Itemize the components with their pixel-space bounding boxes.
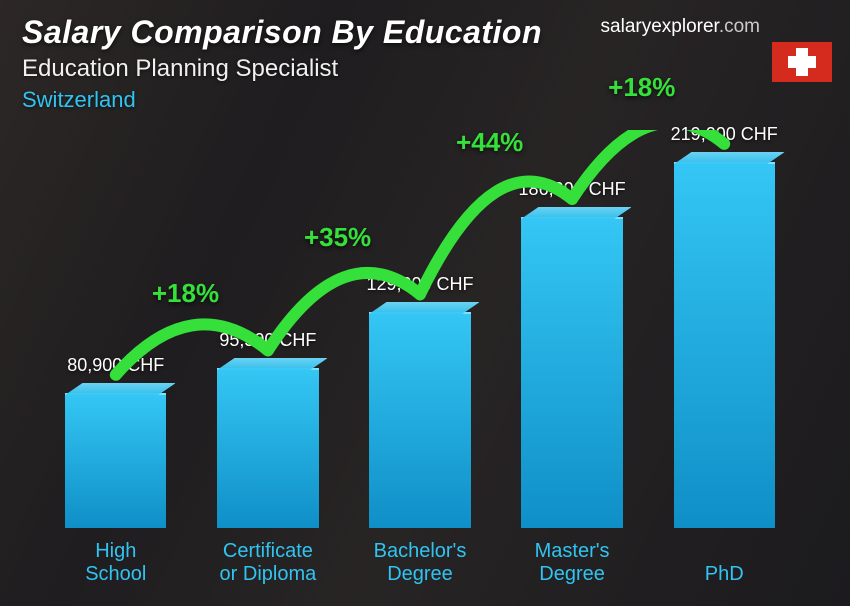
- chart-bar: 80,900 CHF: [65, 393, 166, 528]
- title-block: Salary Comparison By Education Education…: [22, 14, 542, 113]
- bar-value-label: 219,000 CHF: [671, 124, 778, 145]
- chart-bar: 186,000 CHF: [521, 217, 622, 528]
- brand-name: salaryexplorer: [601, 16, 719, 37]
- chart-bar: 129,000 CHF: [369, 312, 470, 528]
- increase-label: +18%: [608, 72, 675, 103]
- category-label: PhD: [648, 563, 800, 586]
- category-label: Master's Degree: [496, 540, 648, 586]
- bar-value-label: 80,900 CHF: [67, 355, 164, 376]
- bar-value-label: 186,000 CHF: [519, 179, 626, 200]
- increase-label: +18%: [152, 278, 219, 309]
- chart-bar: 95,500 CHF: [217, 368, 318, 528]
- infographic-stage: Salary Comparison By Education Education…: [0, 0, 850, 606]
- category-label: High School: [40, 540, 192, 586]
- bar-value-label: 95,500 CHF: [219, 330, 316, 351]
- bar-value-label: 129,000 CHF: [366, 274, 473, 295]
- flag-icon: [772, 42, 832, 82]
- brand-domain: .com: [719, 16, 760, 37]
- page-title: Salary Comparison By Education: [22, 14, 542, 51]
- category-label: Bachelor's Degree: [344, 540, 496, 586]
- chart-plot-area: 80,900 CHF 95,500 CHF 129,000 CHF 186,000 C…: [30, 130, 810, 528]
- page-subtitle: Education Planning Specialist: [22, 55, 542, 83]
- increase-label: +35%: [304, 222, 371, 253]
- brand-text: salaryexplorer.com: [601, 16, 760, 38]
- country-label: Switzerland: [22, 87, 542, 113]
- salary-chart: 80,900 CHF 95,500 CHF 129,000 CHF 186,000 C…: [30, 130, 810, 588]
- increase-label: +44%: [456, 127, 523, 158]
- category-label: Certificate or Diploma: [192, 540, 344, 586]
- chart-bar: 219,000 CHF: [674, 162, 775, 528]
